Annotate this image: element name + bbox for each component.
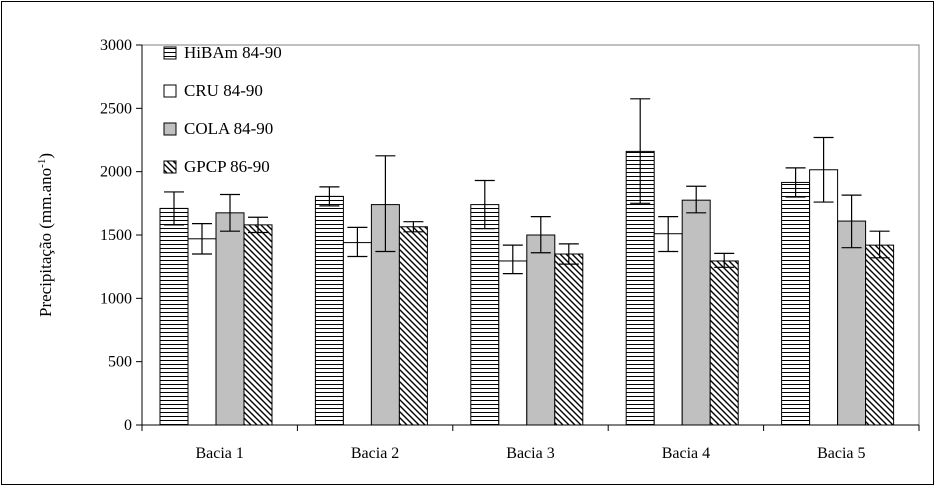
y-tick-label: 1500 bbox=[100, 227, 132, 244]
x-tick-label: Bacia 5 bbox=[817, 445, 865, 462]
legend-label: COLA 84-90 bbox=[184, 119, 273, 138]
legend-swatch bbox=[163, 84, 177, 98]
bar bbox=[709, 260, 739, 426]
y-axis-label: Precipitação (mm.ano-1) bbox=[36, 153, 55, 317]
bar bbox=[653, 233, 683, 426]
y-axis-label-superscript: -1 bbox=[36, 159, 48, 168]
bar bbox=[159, 207, 189, 426]
legend-label: HiBAm 84-90 bbox=[184, 43, 282, 62]
y-tick-label: 1000 bbox=[100, 290, 132, 307]
bar bbox=[215, 212, 245, 426]
bar bbox=[809, 169, 839, 426]
x-tick-label: Bacia 4 bbox=[662, 445, 710, 462]
bar bbox=[554, 253, 584, 426]
bar bbox=[342, 242, 372, 426]
bar bbox=[526, 234, 556, 426]
y-tick-label: 2000 bbox=[100, 164, 132, 181]
y-tick-label: 0 bbox=[124, 417, 132, 434]
legend-swatch bbox=[163, 160, 177, 174]
x-tick-label: Bacia 1 bbox=[195, 445, 243, 462]
bar bbox=[187, 238, 217, 426]
y-axis-label-close: ) bbox=[36, 153, 55, 159]
bar bbox=[470, 204, 500, 426]
y-tick-label: 2500 bbox=[100, 100, 132, 117]
bars-layer bbox=[159, 150, 895, 426]
legend-swatch bbox=[163, 122, 177, 136]
bar bbox=[781, 181, 811, 426]
bar bbox=[398, 226, 428, 426]
y-tick-label: 500 bbox=[108, 354, 132, 371]
bar bbox=[865, 244, 895, 426]
legend-swatch bbox=[163, 46, 177, 60]
bar bbox=[681, 199, 711, 426]
bar bbox=[837, 220, 867, 426]
bar bbox=[314, 195, 344, 426]
legend-label: GPCP 86-90 bbox=[184, 157, 270, 176]
x-tick-label: Bacia 2 bbox=[351, 445, 399, 462]
bar bbox=[498, 260, 528, 426]
error-bars-layer bbox=[164, 98, 890, 275]
legend: HiBAm 84-90 CRU 84-90 COLA 84-90 GPCP 86-90 bbox=[163, 43, 282, 176]
y-axis-label-text: Precipitação (mm.ano bbox=[36, 168, 55, 317]
x-tick-label: Bacia 3 bbox=[506, 445, 554, 462]
legend-label: CRU 84-90 bbox=[184, 81, 263, 100]
y-tick-label: 3000 bbox=[100, 37, 132, 54]
bar bbox=[243, 224, 273, 426]
